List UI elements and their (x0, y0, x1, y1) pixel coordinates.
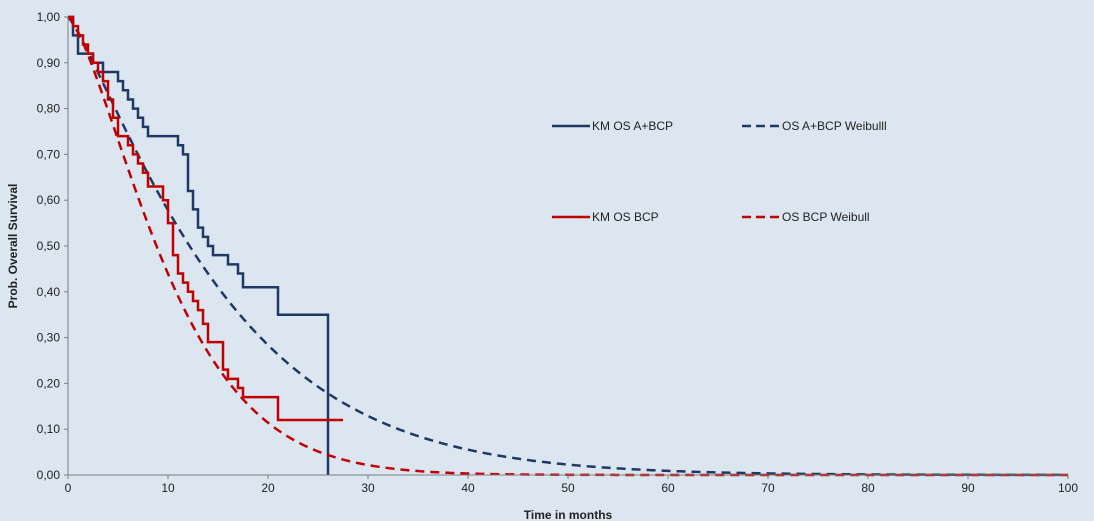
series-line-km-os-a-bcp (68, 15, 330, 475)
x-tick-label: 70 (761, 481, 775, 495)
y-tick-label: 0,30 (37, 331, 61, 345)
x-axis-ticks: 0 10 20 30 40 50 60 70 80 90 100 (65, 475, 1078, 495)
x-tick-label: 30 (361, 481, 375, 495)
y-tick-label: 0,80 (37, 102, 61, 116)
y-tick-label: 1,00 (37, 10, 61, 24)
legend-label-os-a-bcp-weibull: OS A+BCP Weibulll (782, 119, 887, 133)
x-tick-label: 0 (65, 481, 72, 495)
y-tick-label: 0,60 (37, 193, 61, 207)
series-line-os-bcp-weibull (67, 16, 1068, 477)
x-tick-label: 50 (561, 481, 575, 495)
legend-label-km-os-a-bcp: KM OS A+BCP (592, 119, 673, 133)
x-tick-label: 80 (861, 481, 875, 495)
x-tick-label: 90 (961, 481, 975, 495)
y-axis-title: Prob. Overall Survival (6, 184, 20, 309)
x-tick-label: 100 (1058, 481, 1078, 495)
series-line-km-os-bcp (68, 15, 343, 422)
x-axis-title: Time in months (524, 508, 613, 521)
legend-label-km-os-bcp: KM OS BCP (592, 210, 659, 224)
y-axis-ticks: 0,00 0,10 0,20 0,30 0,40 0,50 0,60 0,70 0,80 0,90… (37, 10, 68, 482)
y-tick-label: 0,70 (37, 147, 61, 161)
y-tick-label: 0,90 (37, 56, 61, 70)
legend: KM OS A+BCP OS A+BCP Weibulll KM OS BCP … (552, 119, 887, 224)
x-tick-label: 60 (661, 481, 675, 495)
y-tick-label: 0,00 (37, 468, 61, 482)
x-tick-label: 20 (261, 481, 275, 495)
series-line-os-a-bcp-weibulll (67, 16, 1068, 477)
y-tick-label: 0,20 (37, 376, 61, 390)
series-layer (67, 15, 1068, 477)
y-tick-label: 0,40 (37, 285, 61, 299)
legend-label-os-bcp-weibull: OS BCP Weibull (782, 210, 870, 224)
x-tick-label: 10 (161, 481, 175, 495)
y-tick-label: 0,10 (37, 422, 61, 436)
x-tick-label: 40 (461, 481, 475, 495)
y-tick-label: 0,50 (37, 239, 61, 253)
